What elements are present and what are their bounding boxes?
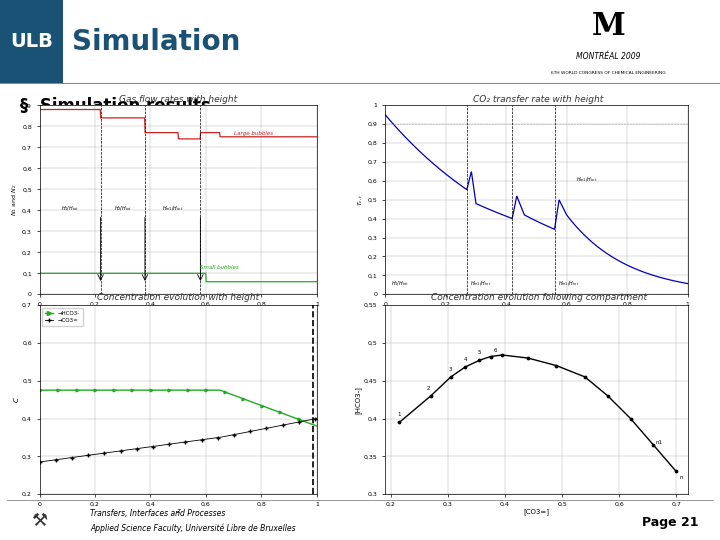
Text: $H_{m1}/H_{tot}$: $H_{m1}/H_{tot}$ xyxy=(557,279,579,288)
Text: $H_1/H_{tot}$: $H_1/H_{tot}$ xyxy=(391,279,410,288)
X-axis label: z: z xyxy=(176,308,180,314)
Text: 5: 5 xyxy=(477,350,481,355)
Text: Small bubbles: Small bubbles xyxy=(200,265,239,270)
X-axis label: z: z xyxy=(534,308,539,314)
Y-axis label: [HCO3-]: [HCO3-] xyxy=(354,386,361,414)
Y-axis label: $T_{c,t}$: $T_{c,t}$ xyxy=(356,194,365,206)
Text: 2: 2 xyxy=(426,386,430,390)
Text: $H_{m1}/H_{tot}$: $H_{m1}/H_{tot}$ xyxy=(162,205,184,213)
Legend: →HCO3-, →CO3=: →HCO3-, →CO3= xyxy=(42,308,83,326)
Text: Gas flow rates with height: Gas flow rates with height xyxy=(120,94,238,104)
Text: $H_2/H_{tot}$: $H_2/H_{tot}$ xyxy=(114,205,132,213)
Text: Concentration evolution with height: Concentration evolution with height xyxy=(97,293,260,302)
Text: Concentration evolution following compartment: Concentration evolution following compar… xyxy=(431,293,647,302)
Y-axis label: C: C xyxy=(13,397,19,402)
X-axis label: z: z xyxy=(176,508,180,514)
Bar xyxy=(0,0,63,84)
Text: CO₂ transfer rate with height: CO₂ transfer rate with height xyxy=(474,94,603,104)
Text: 3: 3 xyxy=(449,367,453,372)
Text: §  Simulation results: § Simulation results xyxy=(20,97,211,115)
Text: $H_1/H_{tot}$: $H_1/H_{tot}$ xyxy=(61,205,79,213)
Text: Simulation: Simulation xyxy=(72,28,240,56)
Text: 6TH WORLD CONGRESS OF CHEMICAL ENGINEERING: 6TH WORLD CONGRESS OF CHEMICAL ENGINEERI… xyxy=(551,71,666,75)
X-axis label: [CO3=]: [CO3=] xyxy=(523,508,549,515)
Text: Page 21: Page 21 xyxy=(642,516,698,529)
Text: Large bubbles: Large bubbles xyxy=(233,131,273,136)
Text: n: n xyxy=(679,476,683,481)
Text: 1: 1 xyxy=(397,412,401,417)
Text: 6: 6 xyxy=(494,348,497,353)
Text: $H_{m1}/H_{tot}$: $H_{m1}/H_{tot}$ xyxy=(576,175,597,184)
Y-axis label: $N_1$ and $N_2$: $N_1$ and $N_2$ xyxy=(10,184,19,216)
Text: Transfers, Interfaces and Processes: Transfers, Interfaces and Processes xyxy=(90,509,225,518)
Text: ULB: ULB xyxy=(10,32,53,51)
Text: M: M xyxy=(592,11,625,42)
Text: Applied Science Faculty, Université Libre de Bruxelles: Applied Science Faculty, Université Libr… xyxy=(90,524,296,533)
Text: $H_{m1}/H_{tot}$: $H_{m1}/H_{tot}$ xyxy=(470,279,491,288)
Text: 4: 4 xyxy=(464,357,467,362)
Text: MONTRÉAL 2009: MONTRÉAL 2009 xyxy=(576,52,641,62)
Text: n1: n1 xyxy=(656,440,662,445)
Text: ⚒: ⚒ xyxy=(32,511,48,530)
